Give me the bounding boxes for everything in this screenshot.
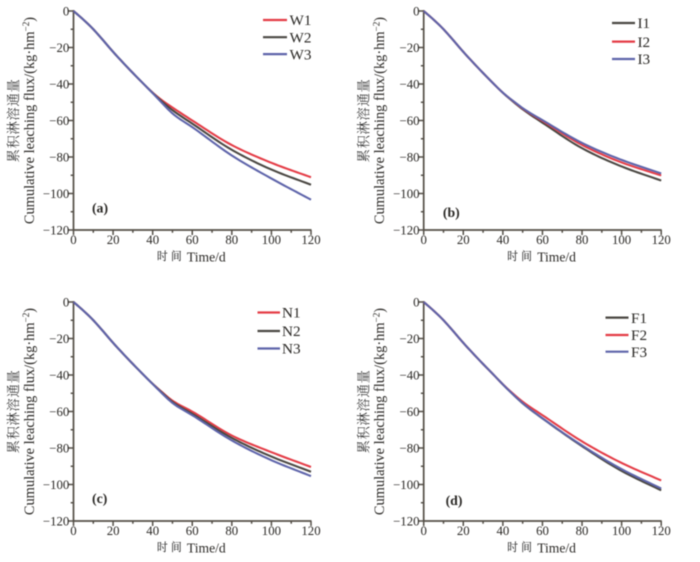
svg-text:20: 20 — [457, 524, 470, 538]
svg-text:60: 60 — [186, 524, 199, 538]
svg-text:80: 80 — [225, 524, 238, 538]
svg-text:−40: −40 — [49, 369, 69, 383]
svg-text:120: 120 — [301, 524, 320, 538]
svg-text:100: 100 — [262, 233, 281, 247]
svg-text:−80: −80 — [49, 151, 69, 165]
svg-text:80: 80 — [225, 233, 238, 247]
svg-text:100: 100 — [612, 233, 631, 247]
svg-text:0: 0 — [420, 233, 426, 247]
svg-text:40: 40 — [497, 233, 510, 247]
svg-text:0: 0 — [413, 296, 419, 310]
svg-text:Cumulative leaching flux/(kg·h: Cumulative leaching flux/(kg·hm−2) — [21, 17, 38, 224]
svg-text:20: 20 — [457, 233, 470, 247]
svg-text:−40: −40 — [49, 78, 69, 92]
svg-text:Time/d: Time/d — [537, 250, 576, 265]
svg-text:W2: W2 — [290, 29, 312, 46]
svg-text:−40: −40 — [399, 78, 419, 92]
svg-text:Time/d: Time/d — [187, 541, 226, 556]
svg-text:Cumulative leaching flux/(kg·h: Cumulative leaching flux/(kg·hm−2) — [21, 308, 38, 515]
svg-text:100: 100 — [612, 524, 631, 538]
svg-text:F2: F2 — [631, 327, 647, 344]
svg-text:0: 0 — [413, 5, 419, 19]
svg-text:0: 0 — [63, 296, 69, 310]
svg-text:(c): (c) — [92, 491, 107, 507]
svg-text:80: 80 — [576, 233, 589, 247]
svg-text:60: 60 — [536, 524, 549, 538]
svg-text:−60: −60 — [49, 405, 69, 419]
svg-text:0: 0 — [63, 5, 69, 19]
svg-text:40: 40 — [497, 524, 510, 538]
svg-text:I1: I1 — [638, 15, 651, 32]
svg-text:−100: −100 — [43, 478, 69, 492]
svg-text:−20: −20 — [399, 332, 419, 346]
svg-text:Cumulative leaching flux/(kg·h: Cumulative leaching flux/(kg·hm−2) — [371, 17, 388, 224]
svg-text:120: 120 — [652, 233, 671, 247]
svg-text:−80: −80 — [399, 442, 419, 456]
svg-text:N2: N2 — [282, 323, 301, 340]
svg-text:(d): (d) — [446, 493, 463, 509]
svg-text:I2: I2 — [638, 34, 651, 51]
svg-text:W1: W1 — [290, 12, 312, 29]
svg-text:80: 80 — [576, 524, 589, 538]
svg-text:20: 20 — [107, 524, 120, 538]
svg-text:120: 120 — [301, 233, 320, 247]
svg-text:0: 0 — [70, 233, 76, 247]
svg-text:I3: I3 — [638, 51, 651, 68]
svg-text:−120: −120 — [43, 224, 69, 238]
svg-text:0: 0 — [70, 524, 76, 538]
svg-text:−40: −40 — [399, 369, 419, 383]
svg-text:F3: F3 — [631, 344, 647, 361]
svg-text:60: 60 — [186, 233, 199, 247]
svg-text:(a): (a) — [92, 201, 108, 217]
svg-text:Time/d: Time/d — [537, 541, 576, 556]
svg-text:−80: −80 — [49, 442, 69, 456]
svg-text:100: 100 — [262, 524, 281, 538]
svg-text:−20: −20 — [399, 41, 419, 55]
svg-text:−60: −60 — [399, 405, 419, 419]
svg-text:F1: F1 — [631, 310, 647, 327]
svg-text:−20: −20 — [49, 41, 69, 55]
svg-text:−100: −100 — [393, 478, 419, 492]
svg-text:(b): (b) — [443, 205, 460, 221]
svg-text:Time/d: Time/d — [187, 250, 226, 265]
svg-text:−20: −20 — [49, 332, 69, 346]
svg-text:−80: −80 — [399, 151, 419, 165]
svg-text:40: 40 — [146, 233, 159, 247]
svg-text:N1: N1 — [282, 305, 301, 322]
svg-text:−120: −120 — [393, 515, 419, 529]
svg-text:60: 60 — [536, 233, 549, 247]
svg-text:40: 40 — [146, 524, 159, 538]
svg-text:−100: −100 — [393, 187, 419, 201]
svg-text:120: 120 — [652, 524, 671, 538]
svg-text:0: 0 — [420, 524, 426, 538]
svg-text:−60: −60 — [399, 114, 419, 128]
svg-text:−120: −120 — [43, 515, 69, 529]
svg-text:Cumulative leaching flux/(kg·h: Cumulative leaching flux/(kg·hm−2) — [371, 308, 388, 515]
svg-text:N3: N3 — [282, 341, 301, 358]
svg-text:20: 20 — [107, 233, 120, 247]
svg-text:−60: −60 — [49, 114, 69, 128]
svg-text:−100: −100 — [43, 187, 69, 201]
svg-text:−120: −120 — [393, 224, 419, 238]
svg-text:W3: W3 — [290, 46, 312, 63]
